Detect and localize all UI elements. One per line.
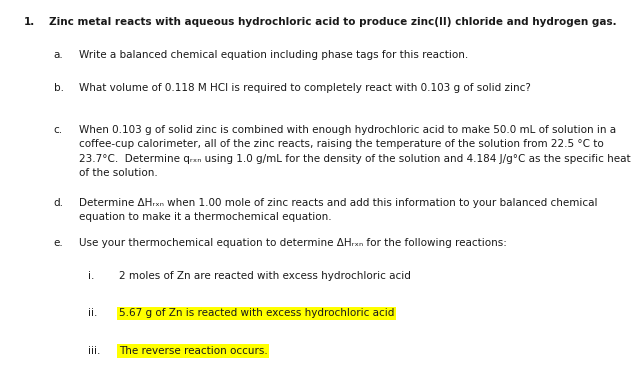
Text: Determine ΔHᵣₓₙ when 1.00 mole of zinc reacts and add this information to your b: Determine ΔHᵣₓₙ when 1.00 mole of zinc r… xyxy=(79,198,598,222)
Text: Use your thermochemical equation to determine ΔHᵣₓₙ for the following reactions:: Use your thermochemical equation to dete… xyxy=(79,239,507,249)
Text: iii.: iii. xyxy=(88,346,101,356)
Text: d.: d. xyxy=(53,198,64,208)
Text: ii.: ii. xyxy=(88,308,98,318)
Text: Zinc metal reacts with aqueous hydrochloric acid to produce zinc(II) chloride an: Zinc metal reacts with aqueous hydrochlo… xyxy=(50,17,617,27)
Text: a.: a. xyxy=(53,50,64,60)
Text: Write a balanced chemical equation including phase tags for this reaction.: Write a balanced chemical equation inclu… xyxy=(79,50,468,60)
Text: i.: i. xyxy=(88,271,95,281)
Text: e.: e. xyxy=(53,239,64,249)
Text: When 0.103 g of solid zinc is combined with enough hydrochloric acid to make 50.: When 0.103 g of solid zinc is combined w… xyxy=(79,125,630,178)
Text: The reverse reaction occurs.: The reverse reaction occurs. xyxy=(118,346,267,356)
Text: b.: b. xyxy=(53,83,64,93)
Text: 2 moles of Zn are reacted with excess hydrochloric acid: 2 moles of Zn are reacted with excess hy… xyxy=(118,271,411,281)
Text: c.: c. xyxy=(53,125,63,135)
Text: What volume of 0.118 M HCl is required to completely react with 0.103 g of solid: What volume of 0.118 M HCl is required t… xyxy=(79,83,531,93)
Text: 5.67 g of Zn is reacted with excess hydrochloric acid: 5.67 g of Zn is reacted with excess hydr… xyxy=(118,308,394,318)
Text: 1.: 1. xyxy=(24,17,35,27)
